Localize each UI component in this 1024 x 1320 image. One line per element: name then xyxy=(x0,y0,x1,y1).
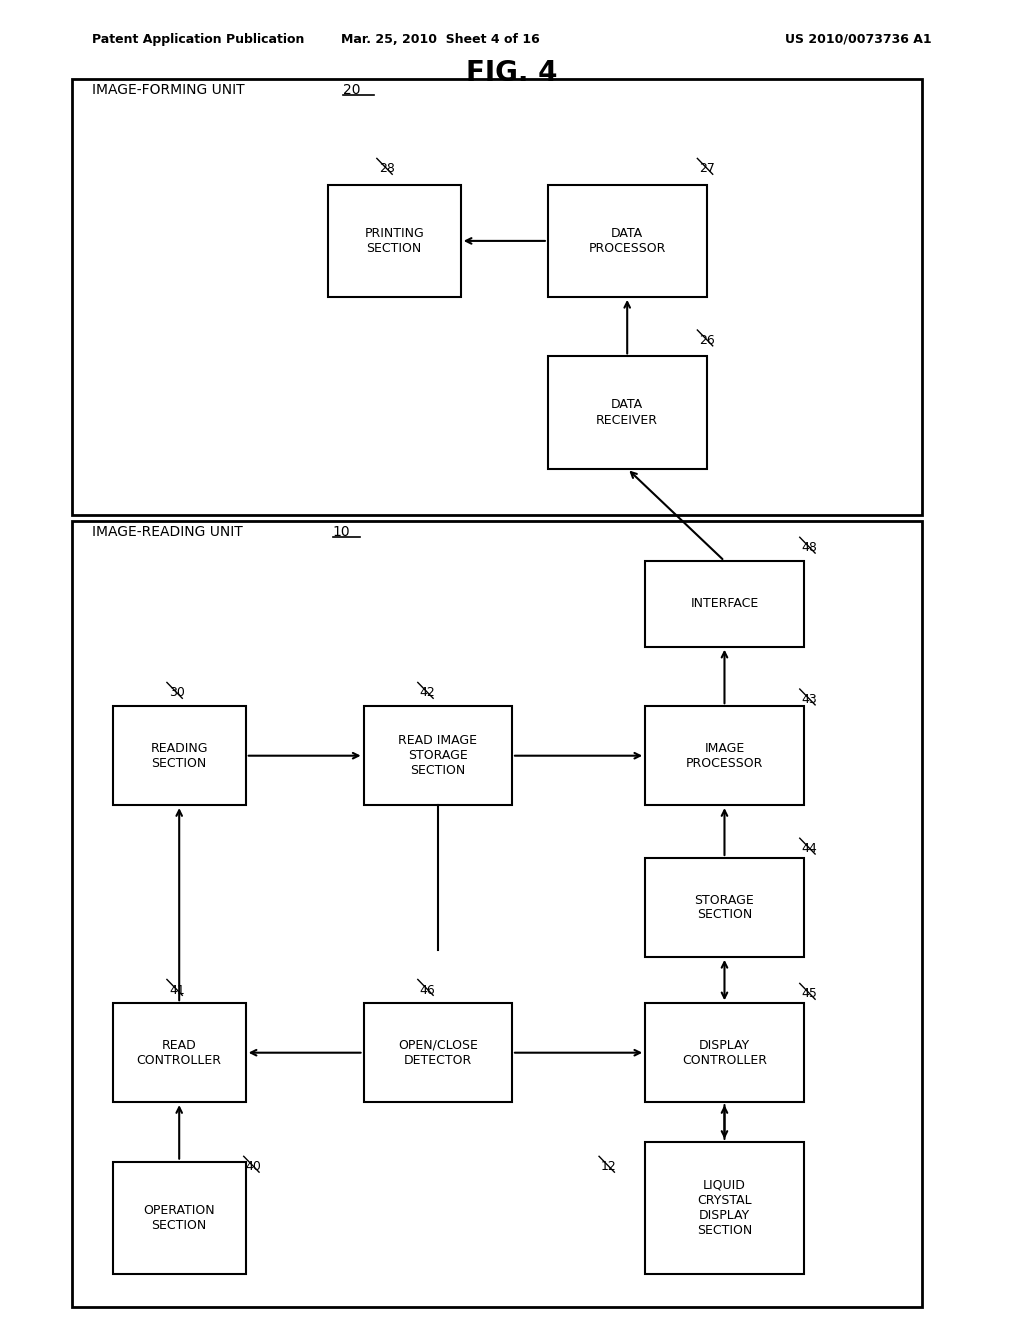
Text: DISPLAY
CONTROLLER: DISPLAY CONTROLLER xyxy=(682,1039,767,1067)
FancyBboxPatch shape xyxy=(113,706,246,805)
FancyBboxPatch shape xyxy=(364,1003,512,1102)
Text: 48: 48 xyxy=(802,541,818,554)
Text: READING
SECTION: READING SECTION xyxy=(151,742,208,770)
Text: 20: 20 xyxy=(343,83,360,96)
Text: 45: 45 xyxy=(802,987,818,1001)
Text: US 2010/0073736 A1: US 2010/0073736 A1 xyxy=(785,33,932,46)
Text: LIQUID
CRYSTAL
DISPLAY
SECTION: LIQUID CRYSTAL DISPLAY SECTION xyxy=(697,1179,752,1237)
FancyBboxPatch shape xyxy=(645,858,804,957)
FancyBboxPatch shape xyxy=(645,706,804,805)
Text: Patent Application Publication: Patent Application Publication xyxy=(92,33,304,46)
Text: INTERFACE: INTERFACE xyxy=(690,598,759,610)
Text: DATA
PROCESSOR: DATA PROCESSOR xyxy=(589,227,666,255)
Text: 46: 46 xyxy=(420,983,435,997)
FancyBboxPatch shape xyxy=(113,1003,246,1102)
Text: 41: 41 xyxy=(169,983,184,997)
FancyBboxPatch shape xyxy=(548,356,707,469)
FancyBboxPatch shape xyxy=(364,706,512,805)
Text: 28: 28 xyxy=(379,162,395,176)
Text: READ
CONTROLLER: READ CONTROLLER xyxy=(136,1039,222,1067)
Text: FIG. 4: FIG. 4 xyxy=(466,59,558,87)
Text: 26: 26 xyxy=(699,334,715,347)
FancyBboxPatch shape xyxy=(328,185,461,297)
Text: STORAGE
SECTION: STORAGE SECTION xyxy=(694,894,755,921)
Text: PRINTING
SECTION: PRINTING SECTION xyxy=(365,227,424,255)
Text: 30: 30 xyxy=(169,686,185,700)
Text: 43: 43 xyxy=(802,693,817,706)
FancyBboxPatch shape xyxy=(645,1003,804,1102)
Text: 27: 27 xyxy=(699,162,716,176)
Text: DATA
RECEIVER: DATA RECEIVER xyxy=(596,399,658,426)
FancyBboxPatch shape xyxy=(72,521,922,1307)
FancyBboxPatch shape xyxy=(645,1142,804,1274)
Text: 10: 10 xyxy=(333,525,350,539)
Text: OPEN/CLOSE
DETECTOR: OPEN/CLOSE DETECTOR xyxy=(397,1039,478,1067)
Text: 12: 12 xyxy=(601,1160,616,1173)
Text: READ IMAGE
STORAGE
SECTION: READ IMAGE STORAGE SECTION xyxy=(398,734,477,777)
Text: OPERATION
SECTION: OPERATION SECTION xyxy=(143,1204,215,1232)
Text: IMAGE-READING UNIT: IMAGE-READING UNIT xyxy=(92,525,243,539)
Text: 40: 40 xyxy=(246,1160,262,1173)
Text: Mar. 25, 2010  Sheet 4 of 16: Mar. 25, 2010 Sheet 4 of 16 xyxy=(341,33,540,46)
FancyBboxPatch shape xyxy=(645,561,804,647)
Text: IMAGE
PROCESSOR: IMAGE PROCESSOR xyxy=(686,742,763,770)
FancyBboxPatch shape xyxy=(72,79,922,515)
Text: IMAGE-FORMING UNIT: IMAGE-FORMING UNIT xyxy=(92,83,245,96)
Text: 42: 42 xyxy=(420,686,435,700)
FancyBboxPatch shape xyxy=(113,1162,246,1274)
Text: 44: 44 xyxy=(802,842,817,855)
FancyBboxPatch shape xyxy=(548,185,707,297)
